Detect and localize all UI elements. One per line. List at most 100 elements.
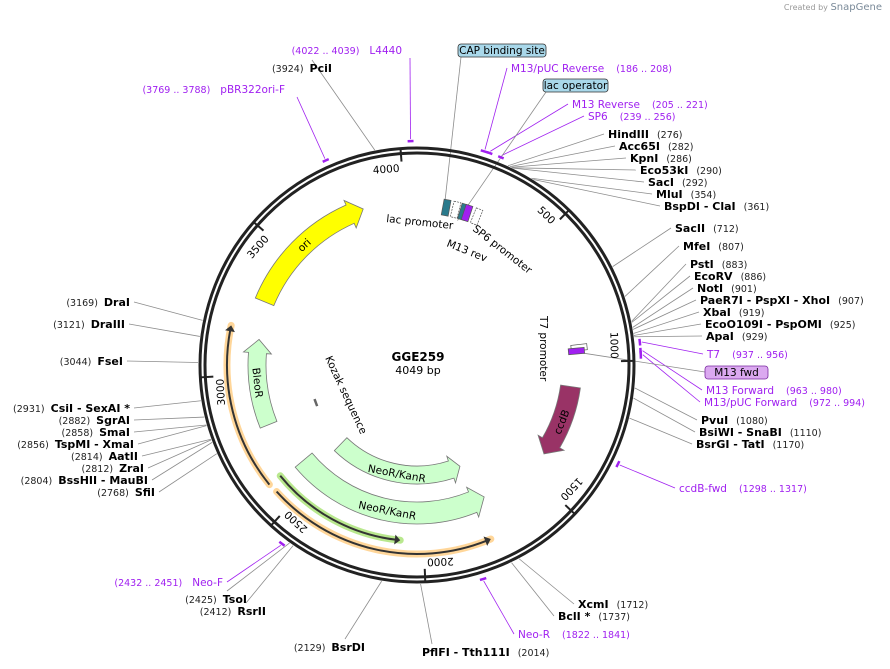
feature-line bbox=[279, 475, 397, 541]
tick-mark bbox=[270, 515, 281, 526]
site-position: (354) bbox=[691, 190, 717, 201]
callout-label[interactable]: CAP binding site bbox=[459, 45, 545, 57]
restriction-site-label[interactable]: KpnI (286) bbox=[630, 152, 692, 165]
restriction-site-label[interactable]: (2931) CsiI - SexAI * bbox=[13, 402, 130, 415]
site-leader-line bbox=[533, 179, 661, 207]
feature-arrowhead bbox=[394, 534, 401, 545]
restriction-site-label[interactable]: Acc65I (282) bbox=[619, 140, 694, 153]
site-leader-line bbox=[311, 59, 376, 151]
restriction-site-label[interactable]: (3044) FseI bbox=[60, 355, 123, 368]
restriction-site-label[interactable]: (2412) RsrII bbox=[200, 605, 266, 618]
site-name: SacI bbox=[648, 176, 674, 189]
restriction-site-label[interactable]: (2882) SgrAI bbox=[59, 414, 130, 427]
site-name: SgrAI bbox=[96, 414, 130, 427]
restriction-site-label[interactable]: PstI (883) bbox=[690, 258, 747, 271]
primer-range: (972 .. 994) bbox=[809, 398, 865, 409]
primer-label[interactable]: M13/pUC Reverse (186 .. 208) bbox=[511, 63, 672, 75]
primer-label[interactable]: (4022 .. 4039) L4440 bbox=[292, 45, 402, 57]
restriction-site-label[interactable]: (2804) BssHII - MauBI bbox=[21, 474, 148, 487]
restriction-site-label[interactable]: (2858) SmaI bbox=[62, 426, 131, 439]
primer-mark bbox=[322, 157, 330, 163]
restriction-site-label[interactable]: BsrGI - TatI (1170) bbox=[696, 438, 804, 451]
restriction-site-label[interactable]: (2814) AatII bbox=[71, 450, 138, 463]
primer-label[interactable]: T7 (937 .. 956) bbox=[706, 349, 788, 361]
tick-mark bbox=[253, 222, 265, 232]
primer-label[interactable]: (3769 .. 3788) pBR322ori-F bbox=[142, 84, 285, 96]
site-position: (361) bbox=[744, 202, 770, 213]
restriction-site-label[interactable]: EcoRV (886) bbox=[694, 270, 766, 283]
restriction-site-label[interactable]: PaeR7I - PspXI - XhoI (907) bbox=[700, 294, 864, 307]
site-name: ApaI bbox=[706, 330, 734, 343]
site-name: RsrII bbox=[237, 605, 266, 618]
site-leader-line bbox=[507, 133, 605, 167]
restriction-site-label[interactable]: PflFI - Tth111I (2014) bbox=[422, 646, 549, 659]
primer-leader-line bbox=[642, 354, 701, 403]
primer-name: M13 Forward bbox=[706, 385, 774, 397]
callout-label[interactable]: M13 fwd bbox=[714, 367, 759, 379]
site-leader-line bbox=[633, 311, 700, 334]
feature-neor-kanr[interactable] bbox=[333, 437, 461, 485]
primer-label[interactable]: M13/pUC Forward (972 .. 994) bbox=[704, 397, 865, 409]
primer-leader-line bbox=[484, 67, 508, 150]
restriction-site-label[interactable]: PvuI (1080) bbox=[701, 414, 768, 427]
restriction-site-label[interactable]: SacI (292) bbox=[648, 176, 708, 189]
restriction-site-label[interactable]: BspDI - ClaI (361) bbox=[664, 200, 769, 213]
small-feature-label: Kozak sequence bbox=[322, 354, 369, 436]
primer-label[interactable]: SP6 (239 .. 256) bbox=[588, 111, 675, 123]
restriction-site-label[interactable]: NotI (901) bbox=[697, 282, 757, 295]
kozak-mark bbox=[313, 398, 319, 407]
restriction-site-label[interactable]: (2425) TsoI bbox=[185, 593, 247, 606]
primer-name: Neo-F bbox=[192, 577, 223, 589]
site-leader-line bbox=[158, 453, 217, 493]
callout-box[interactable] bbox=[457, 43, 547, 58]
restriction-site-label[interactable]: (2856) TspMI - XmaI bbox=[17, 438, 134, 451]
restriction-site-label[interactable]: MfeI (807) bbox=[683, 240, 744, 253]
restriction-site-label[interactable]: Eco53kI (290) bbox=[640, 164, 722, 177]
site-name: Eco53kI bbox=[640, 164, 688, 177]
site-name: MfeI bbox=[683, 240, 710, 253]
site-leader-line bbox=[634, 387, 698, 421]
restriction-site-label[interactable]: BsiWI - SnaBI (1110) bbox=[699, 426, 821, 439]
restriction-site-label[interactable]: ApaI (929) bbox=[706, 330, 767, 343]
restriction-site-label[interactable]: BclI * (1737) bbox=[558, 610, 630, 623]
restriction-site-label[interactable]: MluI (354) bbox=[656, 188, 716, 201]
site-leader-line bbox=[624, 245, 680, 297]
primer-range: (239 .. 256) bbox=[620, 112, 676, 123]
restriction-site-label[interactable]: XcmI (1712) bbox=[578, 598, 648, 611]
site-leader-line bbox=[632, 299, 697, 330]
primer-label[interactable]: (2432 .. 2451) Neo-F bbox=[114, 577, 223, 589]
restriction-site-label[interactable]: XbaI (919) bbox=[703, 306, 764, 319]
feature-bleor[interactable] bbox=[242, 338, 278, 429]
primer-label[interactable]: ccdB-fwd (1298 .. 1317) bbox=[679, 483, 807, 495]
restriction-site-label[interactable]: (2129) BsrDI bbox=[294, 641, 365, 654]
site-leader-line bbox=[531, 177, 653, 195]
restriction-site-label[interactable]: HindIII (276) bbox=[608, 128, 683, 141]
restriction-site-label[interactable]: (3121) DraIII bbox=[53, 318, 125, 331]
snapgene-branding: Created by SnapGene bbox=[784, 2, 882, 13]
feature-neor-kanr[interactable] bbox=[294, 452, 485, 525]
site-leader-line bbox=[629, 417, 693, 445]
site-position: (807) bbox=[718, 242, 744, 253]
restriction-site-label[interactable]: EcoO109I - PspOMI (925) bbox=[705, 318, 855, 331]
callout-leader-line bbox=[457, 91, 547, 221]
primer-label[interactable]: Neo-R (1822 .. 1841) bbox=[518, 629, 630, 641]
primer-range: (2432 .. 2451) bbox=[114, 578, 182, 589]
callout-box[interactable] bbox=[704, 365, 769, 380]
primer-range: (3769 .. 3788) bbox=[142, 85, 210, 96]
restriction-site-label[interactable]: (3924) PciI bbox=[272, 62, 332, 75]
primer-range: (937 .. 956) bbox=[732, 350, 788, 361]
restriction-site-label[interactable]: (2812) ZraI bbox=[81, 462, 144, 475]
restriction-site-label[interactable]: (3169) DraI bbox=[66, 296, 130, 309]
callout-box[interactable] bbox=[542, 78, 609, 93]
restriction-site-label[interactable]: (2768) SfiI bbox=[97, 486, 155, 499]
callout-label[interactable]: lac operator bbox=[544, 80, 608, 92]
site-position: (2858) bbox=[62, 428, 94, 439]
primer-name: pBR322ori-F bbox=[220, 84, 285, 96]
feature-line bbox=[226, 329, 271, 486]
feature-ori[interactable] bbox=[254, 199, 364, 307]
restriction-site-label[interactable]: SacII (712) bbox=[675, 222, 739, 235]
tick-label: 3000 bbox=[214, 378, 228, 405]
primer-label[interactable]: M13 Forward (963 .. 980) bbox=[706, 385, 842, 397]
primer-label[interactable]: M13 Reverse (205 .. 221) bbox=[572, 99, 708, 111]
feature-ccdb[interactable] bbox=[537, 384, 581, 455]
